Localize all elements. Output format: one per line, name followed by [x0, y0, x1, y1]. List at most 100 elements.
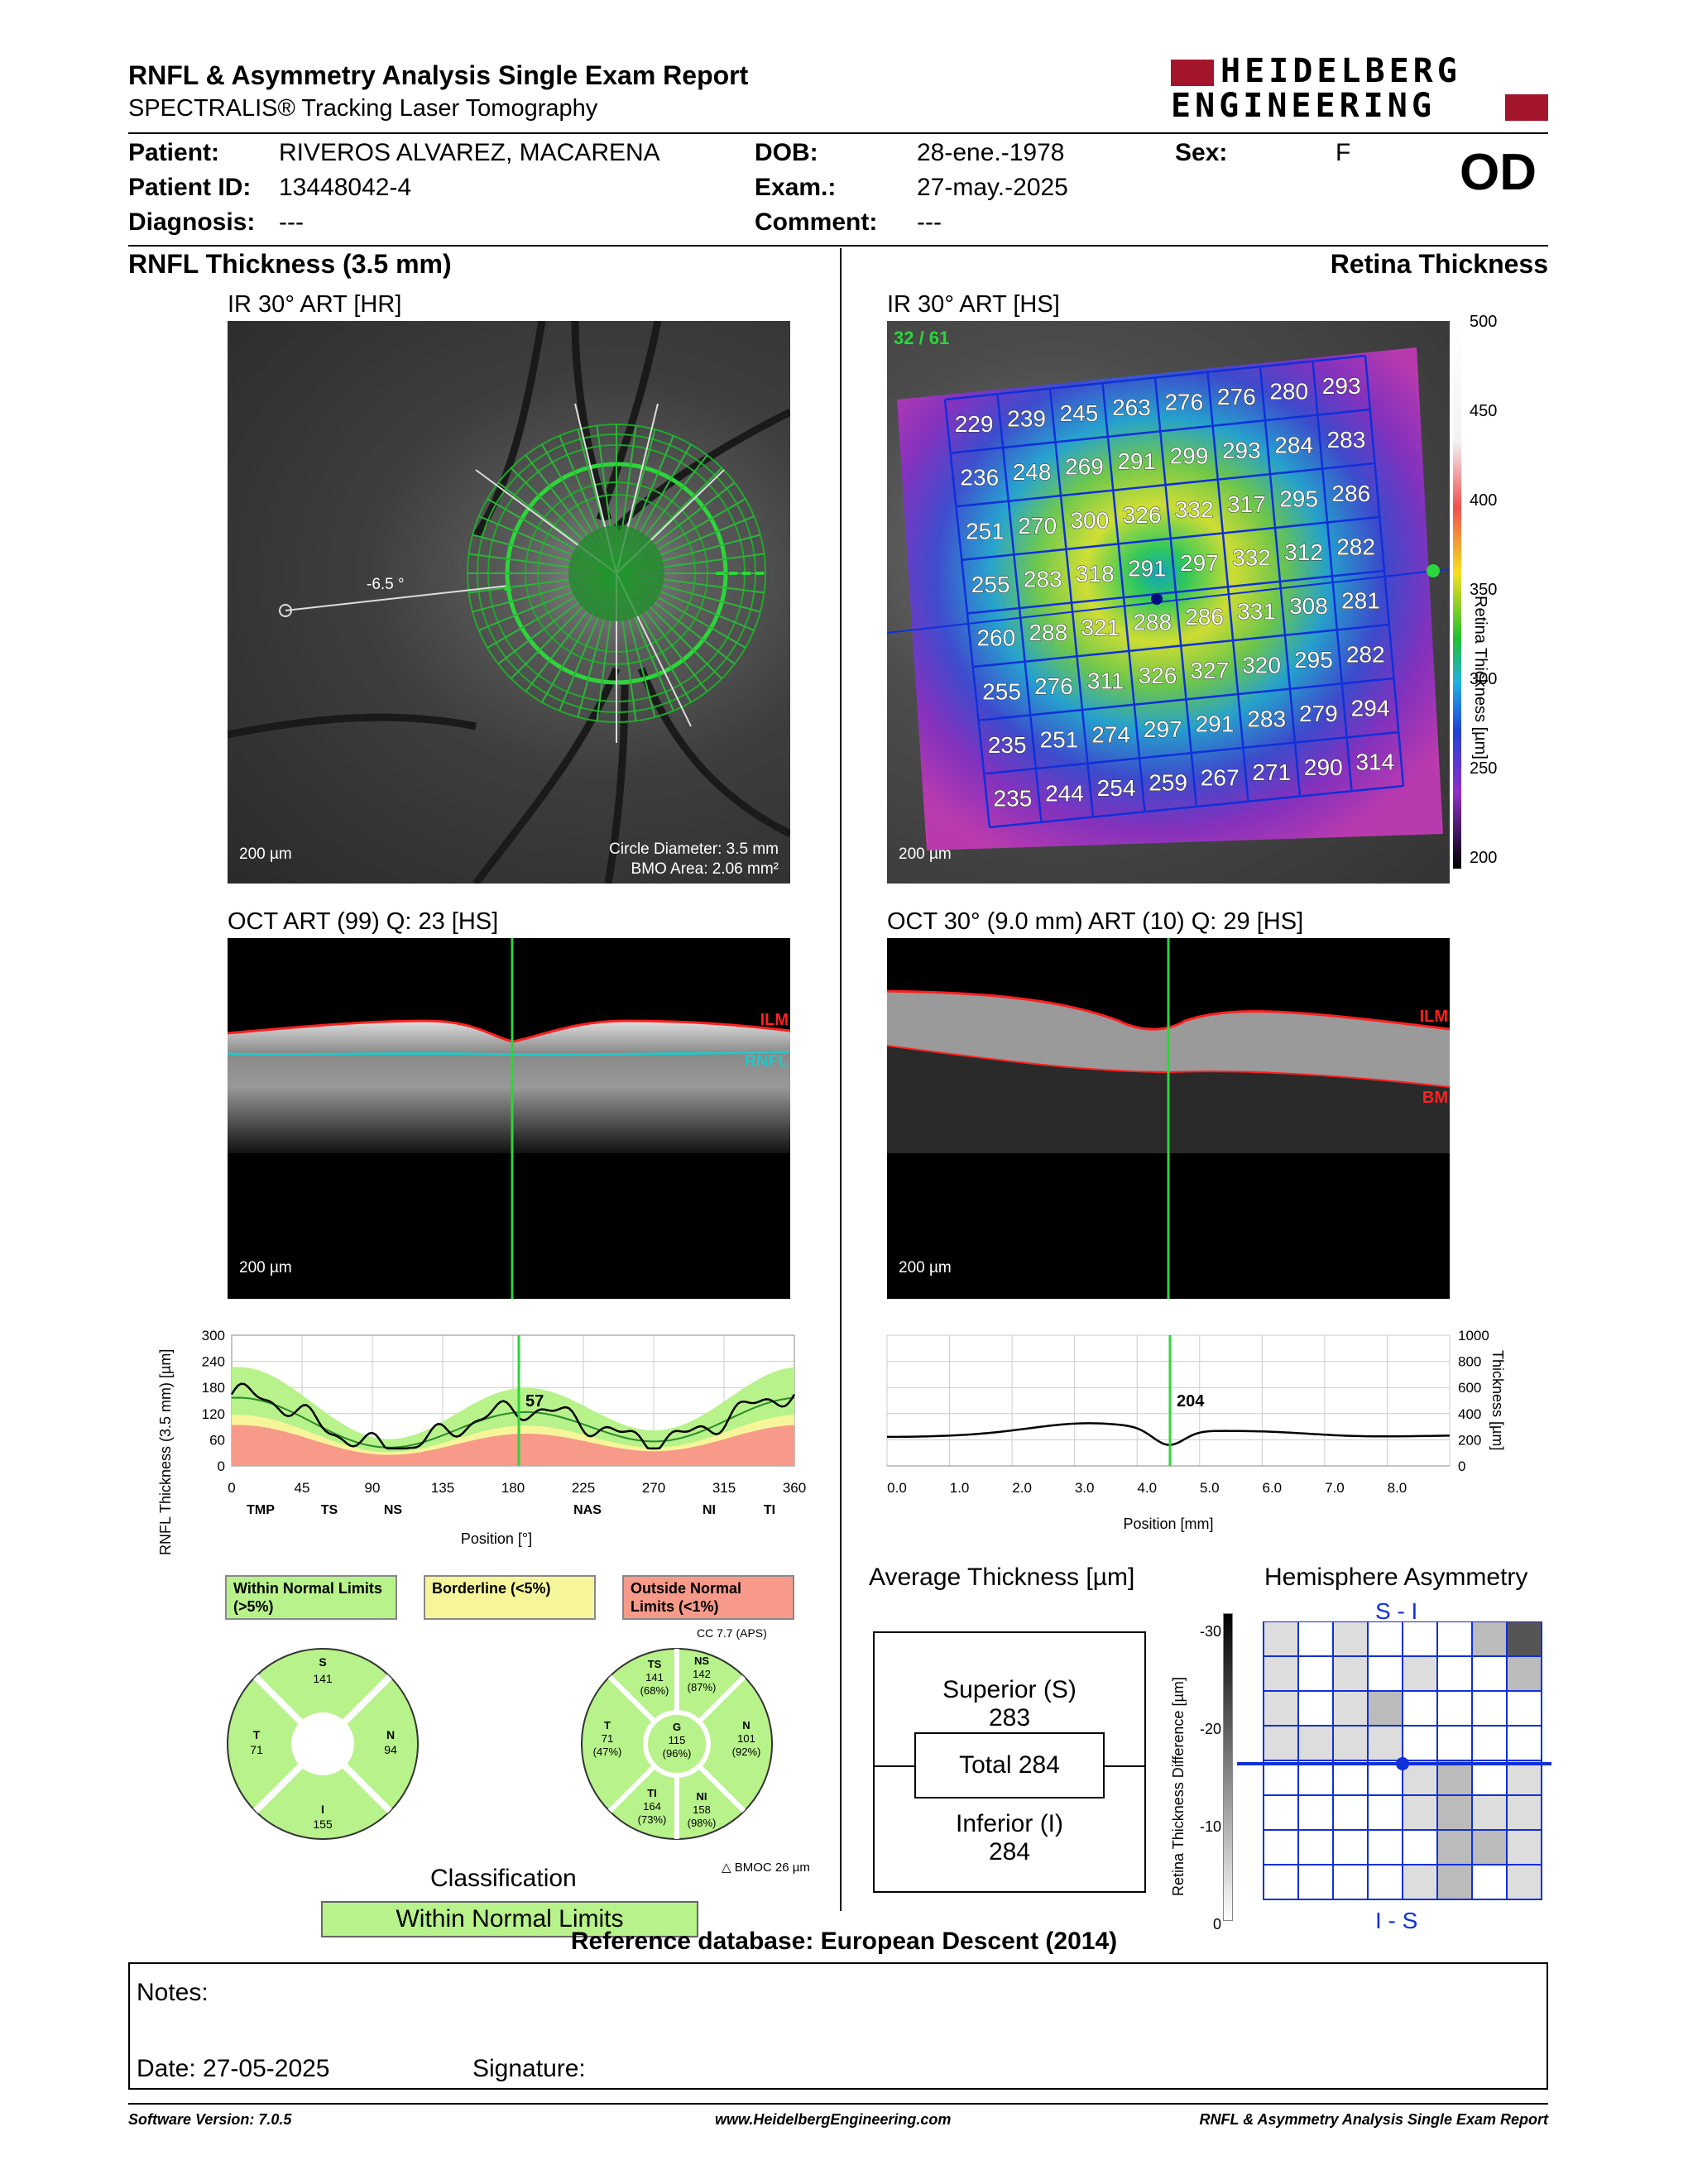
colorbar-tick: 250 — [1470, 759, 1498, 778]
asym-cell — [1436, 1655, 1473, 1692]
grid-value: 318 — [1076, 561, 1115, 587]
comment: --- — [917, 208, 942, 236]
asym-cell — [1297, 1621, 1334, 1657]
website-link[interactable]: www.HeidelbergEngineering.com — [715, 2111, 952, 2128]
grid-value: 286 — [1185, 604, 1224, 630]
grid-value: 295 — [1279, 486, 1318, 511]
notes-label: Notes: — [137, 1979, 209, 2006]
grid-value: 331 — [1237, 599, 1276, 625]
asym-cell — [1367, 1725, 1403, 1761]
grid-value: 245 — [1060, 400, 1099, 426]
ret-x-tick: 6.0 — [1263, 1480, 1283, 1496]
rnfl-x-tick: 180 — [501, 1480, 525, 1496]
ret-x-tick: 8.0 — [1388, 1480, 1407, 1496]
sex: F — [1336, 139, 1351, 166]
ilm-label-right: ILM — [1419, 1008, 1448, 1026]
bm-label: BM — [1422, 1089, 1448, 1107]
grid-value: 293 — [1222, 438, 1261, 463]
grid-value: 288 — [1133, 609, 1172, 635]
bmoc-value: △ BMOC 26 µm — [722, 1861, 810, 1875]
grid-value: 269 — [1065, 454, 1104, 480]
grid-value: 282 — [1346, 642, 1385, 668]
reference-database: Reference database: European Descent (20… — [570, 1928, 1118, 1955]
asym-colorbar — [1223, 1613, 1233, 1921]
rnfl-x-tick: 270 — [642, 1480, 665, 1496]
grid-value: 254 — [1097, 775, 1136, 801]
grid-value: 295 — [1294, 647, 1333, 673]
ret-x-tick: 7.0 — [1325, 1480, 1345, 1496]
superior-label: Superior (S) — [942, 1676, 1077, 1703]
ir-right-scale: 200 µm — [899, 845, 952, 863]
colorbar-tick: 200 — [1470, 849, 1498, 867]
asym-cell — [1506, 1725, 1542, 1761]
svg-text:71: 71 — [602, 1732, 613, 1745]
grid-value: 291 — [1196, 711, 1235, 737]
patient-id-label: Patient ID: — [128, 174, 252, 201]
grid-value: 251 — [966, 518, 1005, 544]
inferior-label: Inferior (I) — [955, 1810, 1064, 1837]
svg-text:G: G — [673, 1721, 681, 1733]
date-label: Date: 27-05-2025 — [137, 2055, 330, 2082]
superior-value: 283 — [988, 1704, 1031, 1731]
ir-fundus-image-left: -6.5 ° 200 µm Circle Diameter: 3.5 mm BM… — [228, 321, 790, 884]
asym-cell — [1506, 1829, 1542, 1866]
grid-value: 274 — [1091, 721, 1130, 747]
svg-text:142: 142 — [693, 1668, 711, 1680]
asym-bar-tick: -20 — [1199, 1721, 1221, 1737]
asym-bar-tick: 0 — [1212, 1916, 1221, 1933]
rnfl-sector-label: TS — [321, 1503, 338, 1517]
asym-cell — [1436, 1621, 1473, 1657]
asym-cell — [1471, 1655, 1508, 1692]
colorbar-tick: 500 — [1470, 313, 1498, 331]
grid-value: 300 — [1070, 507, 1109, 533]
grid-value: 320 — [1242, 652, 1281, 678]
ret-x-tick: 3.0 — [1075, 1480, 1095, 1496]
asym-cell — [1263, 1864, 1299, 1900]
grid-value: 276 — [1034, 673, 1073, 699]
notes-box[interactable]: Notes: Date: 27-05-2025 Signature: — [128, 1962, 1548, 2090]
asym-cell — [1332, 1621, 1369, 1657]
grid-value: 276 — [1217, 384, 1256, 410]
ret-y-tick: 600 — [1458, 1380, 1481, 1396]
asym-cell — [1436, 1864, 1473, 1900]
grid-value: 283 — [1247, 706, 1286, 731]
asym-cell — [1367, 1655, 1403, 1692]
grid-value: 276 — [1164, 390, 1203, 415]
asym-cell — [1332, 1864, 1369, 1900]
asym-cell — [1332, 1794, 1369, 1831]
footer-report-name: RNFL & Asymmetry Analysis Single Exam Re… — [1199, 2111, 1548, 2128]
asym-bar-tick: -30 — [1199, 1623, 1221, 1640]
grid-value: 255 — [982, 678, 1021, 704]
svg-text:115: 115 — [669, 1734, 686, 1746]
exam-label: Exam.: — [755, 174, 837, 201]
oct-left-scale: 200 µm — [239, 1259, 292, 1276]
asym-cell — [1297, 1829, 1334, 1866]
rnfl-y-axis-label: RNFL Thickness (3.5 mm) [µm] — [157, 1348, 174, 1555]
patient-id: 13448042-4 — [279, 174, 412, 201]
svg-text:N: N — [386, 1728, 395, 1741]
grid-value: 290 — [1304, 754, 1343, 780]
svg-text:71: 71 — [250, 1743, 263, 1756]
rnfl-y-tick: 60 — [209, 1432, 225, 1448]
asym-top-label: S - I — [1375, 1598, 1418, 1624]
asym-cell — [1436, 1760, 1473, 1796]
asym-cell — [1506, 1794, 1542, 1831]
cc-aps: CC 7.7 (APS) — [697, 1626, 767, 1640]
asym-cell — [1471, 1794, 1508, 1831]
asym-cell — [1402, 1794, 1438, 1831]
asym-cell — [1297, 1655, 1334, 1692]
svg-text:94: 94 — [384, 1743, 397, 1756]
grid-value: 283 — [1327, 427, 1366, 453]
asym-cell — [1263, 1621, 1299, 1657]
grid-value: 326 — [1123, 502, 1162, 528]
asym-cell — [1436, 1725, 1473, 1761]
rnfl-sector-label: NAS — [573, 1503, 602, 1517]
report-subtitle: SPECTRALIS® Tracking Laser Tomography — [128, 95, 598, 122]
ret-x-axis-label: Position [mm] — [1123, 1516, 1213, 1532]
svg-text:NS: NS — [694, 1655, 709, 1667]
asym-cell — [1367, 1864, 1403, 1900]
asym-cell — [1263, 1794, 1299, 1831]
svg-text:164: 164 — [643, 1800, 661, 1813]
grid-value: 321 — [1081, 615, 1120, 640]
asym-cell — [1367, 1621, 1403, 1657]
